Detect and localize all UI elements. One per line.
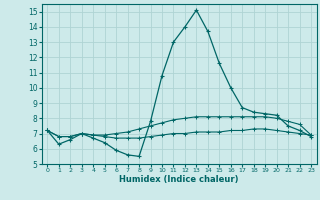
X-axis label: Humidex (Indice chaleur): Humidex (Indice chaleur) <box>119 175 239 184</box>
